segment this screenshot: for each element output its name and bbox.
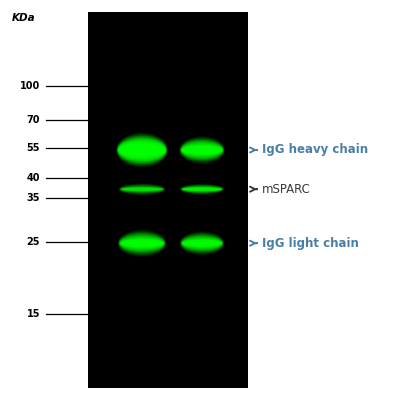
- Text: 15: 15: [26, 309, 40, 319]
- Text: 40: 40: [26, 173, 40, 183]
- Ellipse shape: [120, 186, 164, 193]
- Ellipse shape: [119, 184, 165, 194]
- Ellipse shape: [182, 146, 222, 154]
- Ellipse shape: [182, 144, 222, 156]
- Text: mSPARC: mSPARC: [262, 183, 311, 196]
- Text: 70: 70: [26, 115, 40, 125]
- Ellipse shape: [182, 146, 222, 154]
- Ellipse shape: [120, 238, 164, 248]
- Ellipse shape: [122, 242, 162, 244]
- Text: 55: 55: [26, 143, 40, 153]
- Text: 25: 25: [26, 237, 40, 247]
- Ellipse shape: [182, 145, 222, 155]
- Ellipse shape: [120, 148, 164, 152]
- Ellipse shape: [120, 237, 164, 250]
- Ellipse shape: [180, 231, 224, 256]
- Text: KDa: KDa: [12, 13, 36, 23]
- Text: 35: 35: [26, 193, 40, 203]
- Ellipse shape: [182, 148, 222, 152]
- Ellipse shape: [116, 132, 168, 168]
- Ellipse shape: [117, 136, 167, 164]
- Ellipse shape: [121, 187, 163, 191]
- Ellipse shape: [180, 140, 224, 160]
- Ellipse shape: [121, 188, 163, 191]
- Ellipse shape: [182, 240, 222, 246]
- Ellipse shape: [116, 134, 168, 166]
- Bar: [88, 12, 248, 388]
- Ellipse shape: [183, 188, 221, 190]
- Text: 100: 100: [20, 81, 40, 91]
- Ellipse shape: [181, 141, 223, 159]
- Ellipse shape: [182, 236, 222, 250]
- Ellipse shape: [118, 229, 166, 257]
- Ellipse shape: [182, 240, 222, 247]
- Ellipse shape: [181, 235, 223, 251]
- Ellipse shape: [181, 186, 223, 193]
- Ellipse shape: [119, 233, 165, 254]
- Ellipse shape: [120, 147, 164, 153]
- Ellipse shape: [120, 186, 164, 192]
- Text: IgG heavy chain: IgG heavy chain: [262, 144, 368, 156]
- Ellipse shape: [118, 139, 166, 161]
- Ellipse shape: [122, 188, 162, 190]
- Ellipse shape: [181, 234, 223, 252]
- Ellipse shape: [183, 241, 221, 246]
- Ellipse shape: [120, 185, 164, 193]
- Ellipse shape: [182, 187, 222, 191]
- Ellipse shape: [183, 189, 221, 190]
- Text: B: B: [197, 11, 207, 25]
- Ellipse shape: [183, 149, 221, 151]
- Ellipse shape: [118, 232, 166, 255]
- Ellipse shape: [120, 236, 164, 251]
- Ellipse shape: [120, 144, 164, 155]
- Ellipse shape: [120, 145, 164, 155]
- Ellipse shape: [121, 187, 163, 192]
- Ellipse shape: [118, 137, 166, 163]
- Ellipse shape: [119, 142, 165, 158]
- Ellipse shape: [119, 183, 165, 195]
- Ellipse shape: [180, 138, 224, 162]
- Ellipse shape: [179, 136, 225, 164]
- Ellipse shape: [180, 137, 224, 163]
- Ellipse shape: [182, 188, 222, 191]
- Ellipse shape: [181, 142, 223, 158]
- Ellipse shape: [181, 185, 223, 194]
- Ellipse shape: [182, 238, 222, 249]
- Ellipse shape: [118, 230, 166, 256]
- Ellipse shape: [180, 232, 224, 254]
- Ellipse shape: [182, 186, 222, 192]
- Ellipse shape: [121, 239, 163, 247]
- Ellipse shape: [180, 184, 224, 194]
- Ellipse shape: [182, 239, 222, 248]
- Text: A: A: [137, 11, 147, 25]
- Ellipse shape: [122, 189, 162, 190]
- Ellipse shape: [182, 187, 222, 191]
- Ellipse shape: [182, 186, 222, 192]
- Ellipse shape: [119, 234, 165, 252]
- Ellipse shape: [180, 233, 224, 253]
- Ellipse shape: [121, 241, 163, 246]
- Ellipse shape: [118, 140, 166, 160]
- Ellipse shape: [119, 144, 165, 156]
- Text: IgG light chain: IgG light chain: [262, 237, 359, 250]
- Ellipse shape: [119, 184, 165, 194]
- Ellipse shape: [121, 239, 163, 248]
- Ellipse shape: [180, 184, 224, 194]
- Ellipse shape: [183, 242, 221, 244]
